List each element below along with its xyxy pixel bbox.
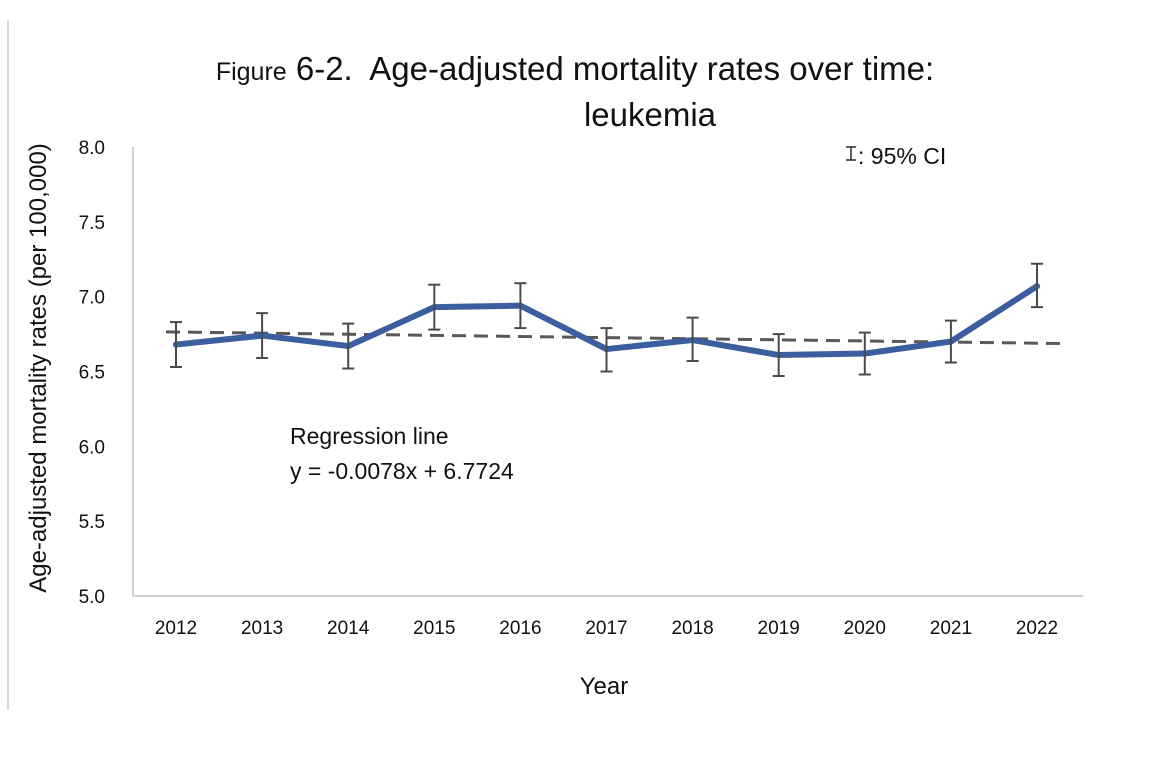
error-bar bbox=[256, 312, 269, 360]
x-tick-label: 2019 bbox=[758, 618, 800, 639]
y-tick-label: 5.5 bbox=[79, 512, 105, 533]
y-tick-label: 7.5 bbox=[79, 213, 105, 234]
title-number: 6-2. bbox=[295, 50, 353, 87]
x-tick-labels: 2012 2013 2014 2015 2016 2017 2018 2019 2020 2021… bbox=[155, 618, 1058, 639]
y-tick-label: 6.0 bbox=[79, 437, 105, 458]
regression-line bbox=[165, 330, 1066, 346]
chart-title: Figure 6-2. Age-adjusted mortality rates… bbox=[0, 50, 1150, 88]
x-tick-label: 2022 bbox=[1016, 618, 1058, 639]
y-axis-label: Age-adjusted mortality rates (per 100,00… bbox=[25, 143, 52, 593]
x-tick-label: 2018 bbox=[671, 618, 713, 639]
regression-label-title: Regression line bbox=[290, 423, 449, 449]
error-bar bbox=[944, 319, 957, 364]
chart-title-line2: leukemia bbox=[583, 96, 717, 133]
errorbar-layer bbox=[170, 262, 1043, 377]
ci-legend-errorbar-icon bbox=[846, 146, 856, 161]
error-bar bbox=[170, 321, 182, 369]
error-bar bbox=[858, 331, 871, 376]
error-bar bbox=[342, 322, 355, 370]
x-tick-label: 2016 bbox=[499, 618, 541, 639]
x-tick-label: 2020 bbox=[844, 618, 886, 639]
title-prefix: Figure bbox=[215, 58, 287, 86]
x-tick-label: 2015 bbox=[413, 618, 455, 639]
error-bar bbox=[514, 282, 527, 330]
x-axis-label: Year bbox=[580, 673, 629, 700]
y-tick-label: 5.0 bbox=[79, 587, 105, 608]
y-tick-label: 7.0 bbox=[79, 288, 105, 309]
error-bar bbox=[600, 327, 613, 373]
error-bar bbox=[686, 316, 699, 363]
error-bar bbox=[1031, 262, 1043, 309]
regression-layer bbox=[165, 330, 1066, 346]
axes bbox=[132, 147, 1083, 597]
y-tick-label: 6.5 bbox=[79, 363, 105, 384]
left-edge-divider bbox=[7, 20, 9, 710]
x-tick-label: 2014 bbox=[327, 618, 370, 639]
x-tick-label: 2017 bbox=[585, 618, 627, 639]
error-bar bbox=[772, 333, 785, 377]
regression-equation: y = -0.0078x + 6.7724 bbox=[290, 458, 514, 484]
x-tick-label: 2013 bbox=[241, 618, 283, 639]
error-bar bbox=[428, 283, 441, 331]
x-tick-label: 2012 bbox=[155, 618, 197, 639]
y-tick-labels: 5.0 5.5 6.0 6.5 7.0 7.5 8.0 bbox=[79, 138, 105, 608]
title-main: Age-adjusted mortality rates over time: bbox=[369, 50, 935, 87]
ci-legend-text: : 95% CI bbox=[858, 143, 946, 169]
y-tick-label: 8.0 bbox=[79, 138, 105, 159]
x-tick-label: 2021 bbox=[930, 618, 972, 639]
ci-legend: : 95% CI bbox=[846, 143, 946, 169]
